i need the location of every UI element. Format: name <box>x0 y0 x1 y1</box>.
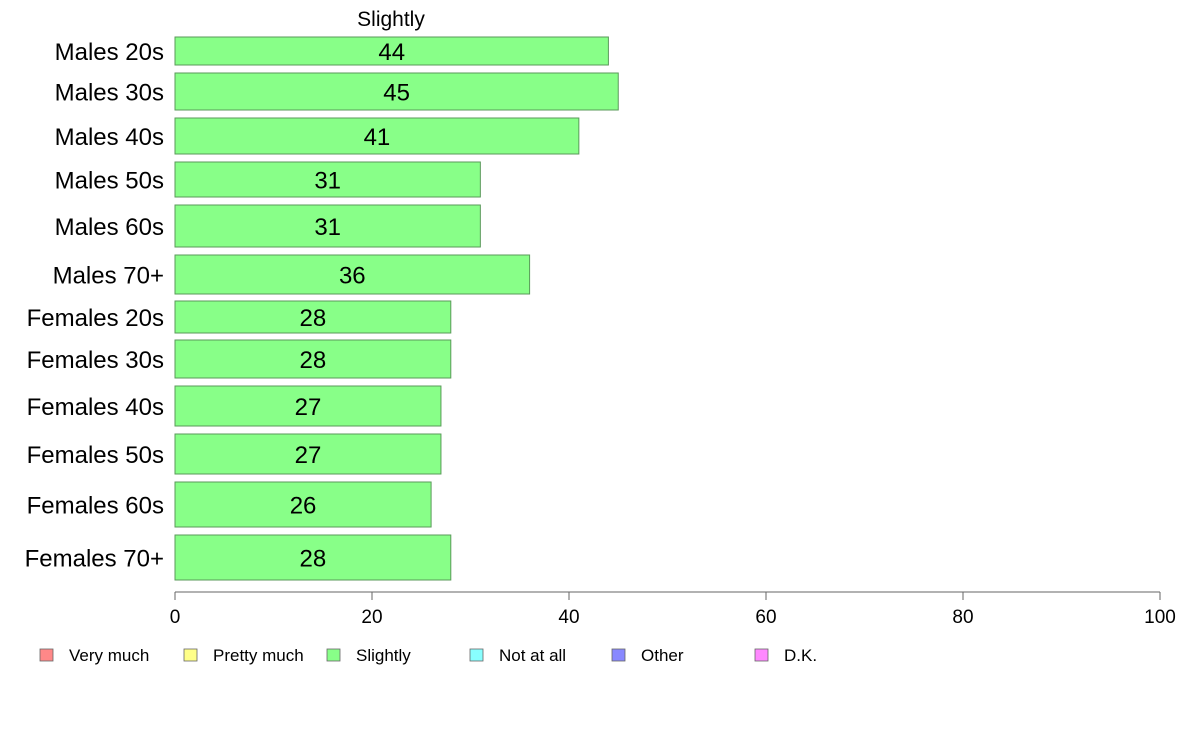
legend-swatch <box>326 648 341 662</box>
bar <box>174 300 452 334</box>
bar <box>174 339 452 379</box>
legend: Very much Pretty much Slightly Not at all Ot… <box>39 646 817 665</box>
x-tick-label: 20 <box>361 607 382 628</box>
category-label: Males 20s <box>55 39 164 66</box>
category-label: Females 50s <box>27 442 164 469</box>
legend-swatch <box>611 648 626 662</box>
category-label: Males 50s <box>55 168 164 195</box>
x-tick-label: 100 <box>1144 607 1176 628</box>
bar-value-label: 28 <box>300 305 327 332</box>
legend-label: Not at all <box>499 646 566 665</box>
category-label: Females 40s <box>27 394 164 421</box>
bar <box>174 204 481 248</box>
category-label: Females 70+ <box>25 546 164 573</box>
legend-swatch <box>39 648 54 662</box>
bar-value-label: 41 <box>364 124 391 151</box>
x-tick-label: 60 <box>755 607 776 628</box>
bar-value-label: 45 <box>383 80 410 107</box>
category-label: Males 60s <box>55 214 164 241</box>
chart-title: Slightly <box>357 8 425 31</box>
legend-swatch <box>469 648 484 662</box>
legend-label: Slightly <box>356 646 411 665</box>
category-label: Males 70+ <box>53 263 164 290</box>
x-axis: 0 20 40 60 80 100 <box>170 591 1176 628</box>
category-label: Females 60s <box>27 493 164 520</box>
bar-value-label: 28 <box>300 546 327 573</box>
bar <box>174 36 609 66</box>
bar <box>174 385 442 427</box>
x-tick-label: 80 <box>952 607 973 628</box>
legend-swatch <box>183 648 198 662</box>
bar <box>174 117 580 155</box>
legend-label: Very much <box>69 646 149 665</box>
legend-swatch <box>754 648 769 662</box>
x-tick-label: 40 <box>558 607 579 628</box>
x-tick-label: 0 <box>170 607 181 628</box>
legend-label: Pretty much <box>213 646 304 665</box>
legend-label: Other <box>641 646 684 665</box>
bar-value-label: 28 <box>300 347 327 374</box>
bar-value-label: 44 <box>378 39 405 66</box>
bar <box>174 254 531 295</box>
bar-value-label: 31 <box>314 214 341 241</box>
bar-value-label: 26 <box>290 493 317 520</box>
category-label: Males 30s <box>55 80 164 107</box>
category-label: Males 40s <box>55 124 164 151</box>
bar <box>174 161 481 198</box>
bar <box>174 534 452 581</box>
category-label: Females 20s <box>27 305 164 332</box>
bar <box>174 72 619 111</box>
legend-label: D.K. <box>784 646 817 665</box>
bar-value-label: 31 <box>314 168 341 195</box>
bar-value-label: 27 <box>295 394 322 421</box>
bars-group: Males 20s 44 Males 30s 45 Males 40s 41 Males 5… <box>25 36 619 581</box>
bar-value-label: 27 <box>295 442 322 469</box>
category-label: Females 30s <box>27 347 164 374</box>
bar <box>174 481 432 528</box>
bar <box>174 433 442 475</box>
bar-value-label: 36 <box>339 263 366 290</box>
